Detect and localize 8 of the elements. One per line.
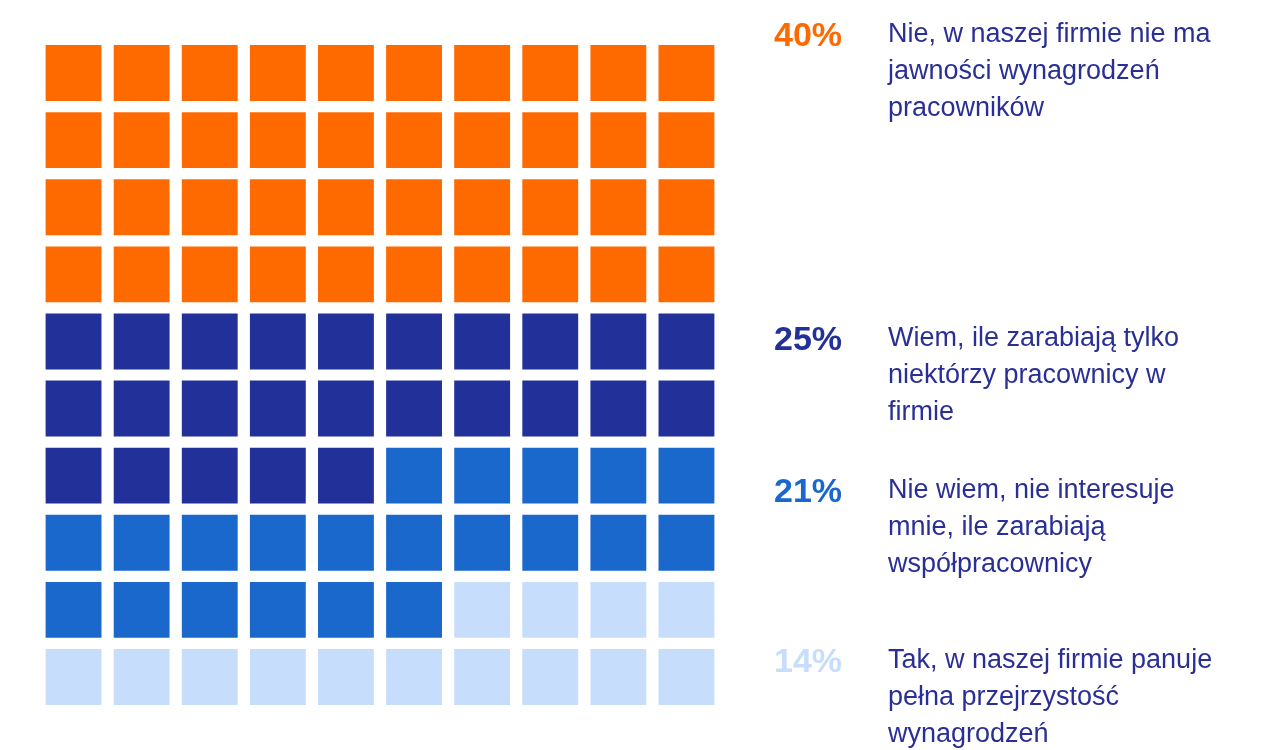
data-label: 21% <box>774 470 844 511</box>
category-label: Nie wiem, nie interesuje mnie, ile zarabiają współpracownicy <box>888 473 1176 580</box>
category-label: Tak, w naszej firmie panuje pełna przejrzystość wynagrodzeń <box>888 643 1214 750</box>
category-label: Wiem, ile zarabiają tylko niektórzy pracownicy w firmie <box>888 321 1181 428</box>
category-label: Nie, w naszej firmie nie ma jawności wynagrodzeń pracowników <box>888 17 1212 124</box>
data-label: 14% <box>774 640 844 681</box>
data-label: 40% <box>774 14 844 55</box>
data-label: 25% <box>774 318 844 359</box>
